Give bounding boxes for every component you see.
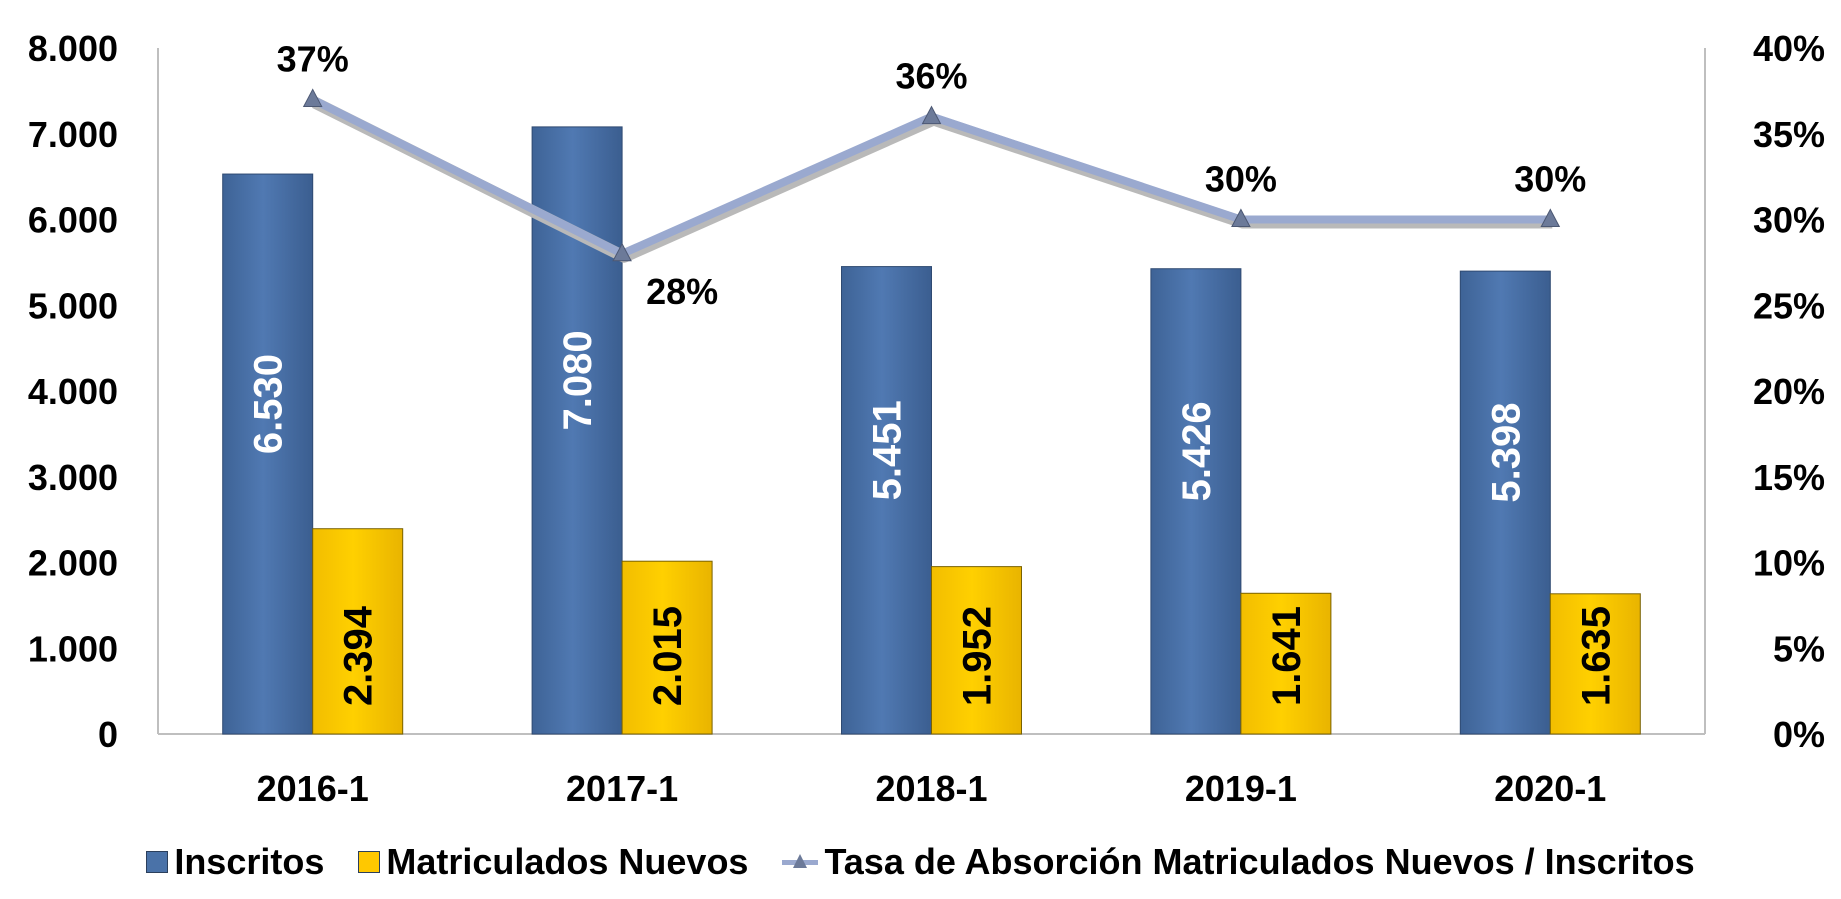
y-tick-label: 1.000 <box>28 628 118 669</box>
y2-tick-label: 20% <box>1753 371 1825 412</box>
y2-tick-label: 25% <box>1753 285 1825 326</box>
rate-marker <box>612 242 632 262</box>
bar-label-inscritos: 6.530 <box>247 354 291 454</box>
y-tick-label: 4.000 <box>28 371 118 412</box>
bar-matriculados <box>1240 592 1332 735</box>
bar-label-matriculados: 1.641 <box>1265 606 1309 706</box>
bar-label-inscritos: 5.451 <box>866 400 910 500</box>
bar-matriculados <box>621 560 713 735</box>
legend-label-inscritos: Inscritos <box>174 841 325 882</box>
rate-marker <box>921 105 942 125</box>
y2-tick-label: 40% <box>1753 28 1825 69</box>
bars <box>222 126 1641 735</box>
bar-label-matriculados: 2.015 <box>646 606 690 706</box>
rate-marker <box>302 88 323 107</box>
y-tick-label: 0 <box>98 714 118 755</box>
y2-tick-label: 0% <box>1773 714 1825 755</box>
x-tick-label: 2017-1 <box>566 768 678 809</box>
x-tick-label: 2016-1 <box>257 768 369 809</box>
y-tick-label: 3.000 <box>28 457 118 498</box>
axes: 0 1.000 2.000 3.000 4.000 5.000 6.000 7.000 8.00… <box>28 28 1825 809</box>
bar-label-matriculados: 2.394 <box>337 605 381 706</box>
bar-inscritos <box>1459 270 1551 735</box>
legend-swatch-inscritos <box>146 851 169 873</box>
bar-inscritos <box>222 173 314 735</box>
bar-inscritos <box>1150 268 1242 735</box>
rate-line-shadow <box>312 97 1553 263</box>
y2-tick-label: 5% <box>1773 628 1825 669</box>
legend-item-tasa: Tasa de Absorción Matriculados Nuevos / … <box>782 841 1695 883</box>
y2-tick-label: 30% <box>1753 200 1825 241</box>
y-tick-label: 5.000 <box>28 285 118 326</box>
legend: Inscritos Matriculados Nuevos Tasa de Ab… <box>0 838 1841 886</box>
bar-matriculados <box>931 566 1022 735</box>
legend-swatch-tasa <box>782 851 819 873</box>
x-tick-label: 2020-1 <box>1494 768 1606 809</box>
rate-point-label: 28% <box>646 271 718 312</box>
rate-marker <box>1231 208 1251 227</box>
legend-label-tasa: Tasa de Absorción Matriculados Nuevos / … <box>824 841 1695 882</box>
bar-label-matriculados: 1.635 <box>1574 606 1618 706</box>
y2-tick-label: 10% <box>1753 543 1825 584</box>
y-tick-label: 6.000 <box>28 200 118 241</box>
legend-swatch-matriculados <box>358 851 381 873</box>
y-tick-label: 7.000 <box>28 114 118 155</box>
legend-label-matriculados: Matriculados Nuevos <box>386 841 749 882</box>
y2-tick-label: 35% <box>1753 114 1825 155</box>
rate-point-label: 37% <box>277 38 349 79</box>
legend-item-matriculados: Matriculados Nuevos <box>358 841 748 883</box>
rate-line <box>302 88 1561 263</box>
bar-label-inscritos: 7.080 <box>556 330 600 430</box>
rate-point-label: 36% <box>895 56 967 97</box>
data-labels: 6.530 2.394 7.080 2.015 5.451 1.952 5.426 1.641… <box>247 38 1619 706</box>
bar-label-inscritos: 5.426 <box>1175 401 1219 501</box>
bar-matriculados <box>1549 593 1641 735</box>
legend-item-inscritos: Inscritos <box>146 841 324 883</box>
x-tick-label: 2018-1 <box>875 768 987 809</box>
bar-inscritos <box>841 266 932 735</box>
y-tick-label: 8.000 <box>28 28 118 69</box>
rate-point-label: 30% <box>1205 159 1277 200</box>
rate-point-label: 30% <box>1514 159 1586 200</box>
y-tick-label: 2.000 <box>28 543 118 584</box>
y2-tick-label: 15% <box>1753 457 1825 498</box>
rate-marker <box>1540 208 1561 227</box>
bar-matriculados <box>312 528 404 735</box>
bar-label-inscritos: 5.398 <box>1484 403 1528 503</box>
x-tick-label: 2019-1 <box>1185 768 1297 809</box>
bar-label-matriculados: 1.952 <box>956 606 1000 706</box>
